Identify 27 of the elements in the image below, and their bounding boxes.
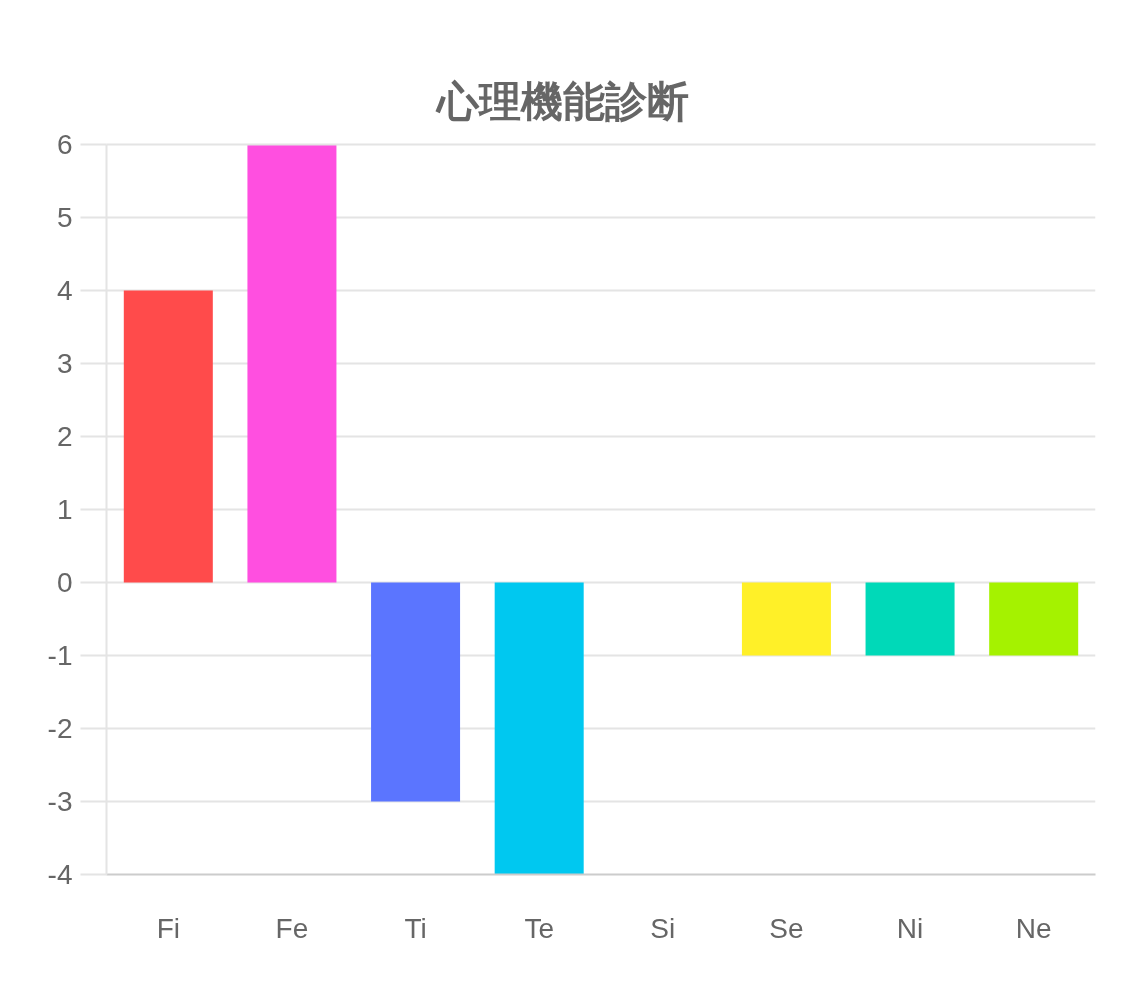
y-tick-label: 3 (56, 348, 73, 379)
y-tick-label: 2 (56, 421, 73, 452)
x-tick-label: Ne (1015, 912, 1052, 944)
bar (741, 582, 831, 656)
y-tick-label: 1 (56, 494, 73, 525)
x-tick-label: Ti (404, 912, 427, 944)
x-tick-label: Se (769, 912, 804, 944)
y-tick-label: 6 (56, 129, 73, 160)
y-tick-label: 5 (56, 202, 73, 233)
y-tick-label: -1 (47, 640, 73, 671)
bar (371, 582, 461, 802)
y-tick-label: 4 (56, 275, 73, 306)
x-tick-label: Ni (896, 912, 924, 944)
chart-title: 心理機能診断 (435, 77, 689, 125)
bar (494, 582, 584, 875)
y-tick-label: -4 (47, 859, 73, 890)
y-tick-label: -3 (47, 786, 73, 817)
x-tick-label: Te (524, 912, 554, 944)
x-tick-label: Fe (275, 912, 309, 944)
y-tick-label: 0 (56, 567, 73, 598)
bar (865, 582, 955, 656)
bar (989, 582, 1079, 656)
bar (123, 290, 213, 583)
y-tick-label: -2 (47, 713, 73, 744)
x-tick-label: Fi (156, 912, 180, 944)
x-tick-label: Si (650, 912, 676, 944)
bar (247, 144, 337, 583)
